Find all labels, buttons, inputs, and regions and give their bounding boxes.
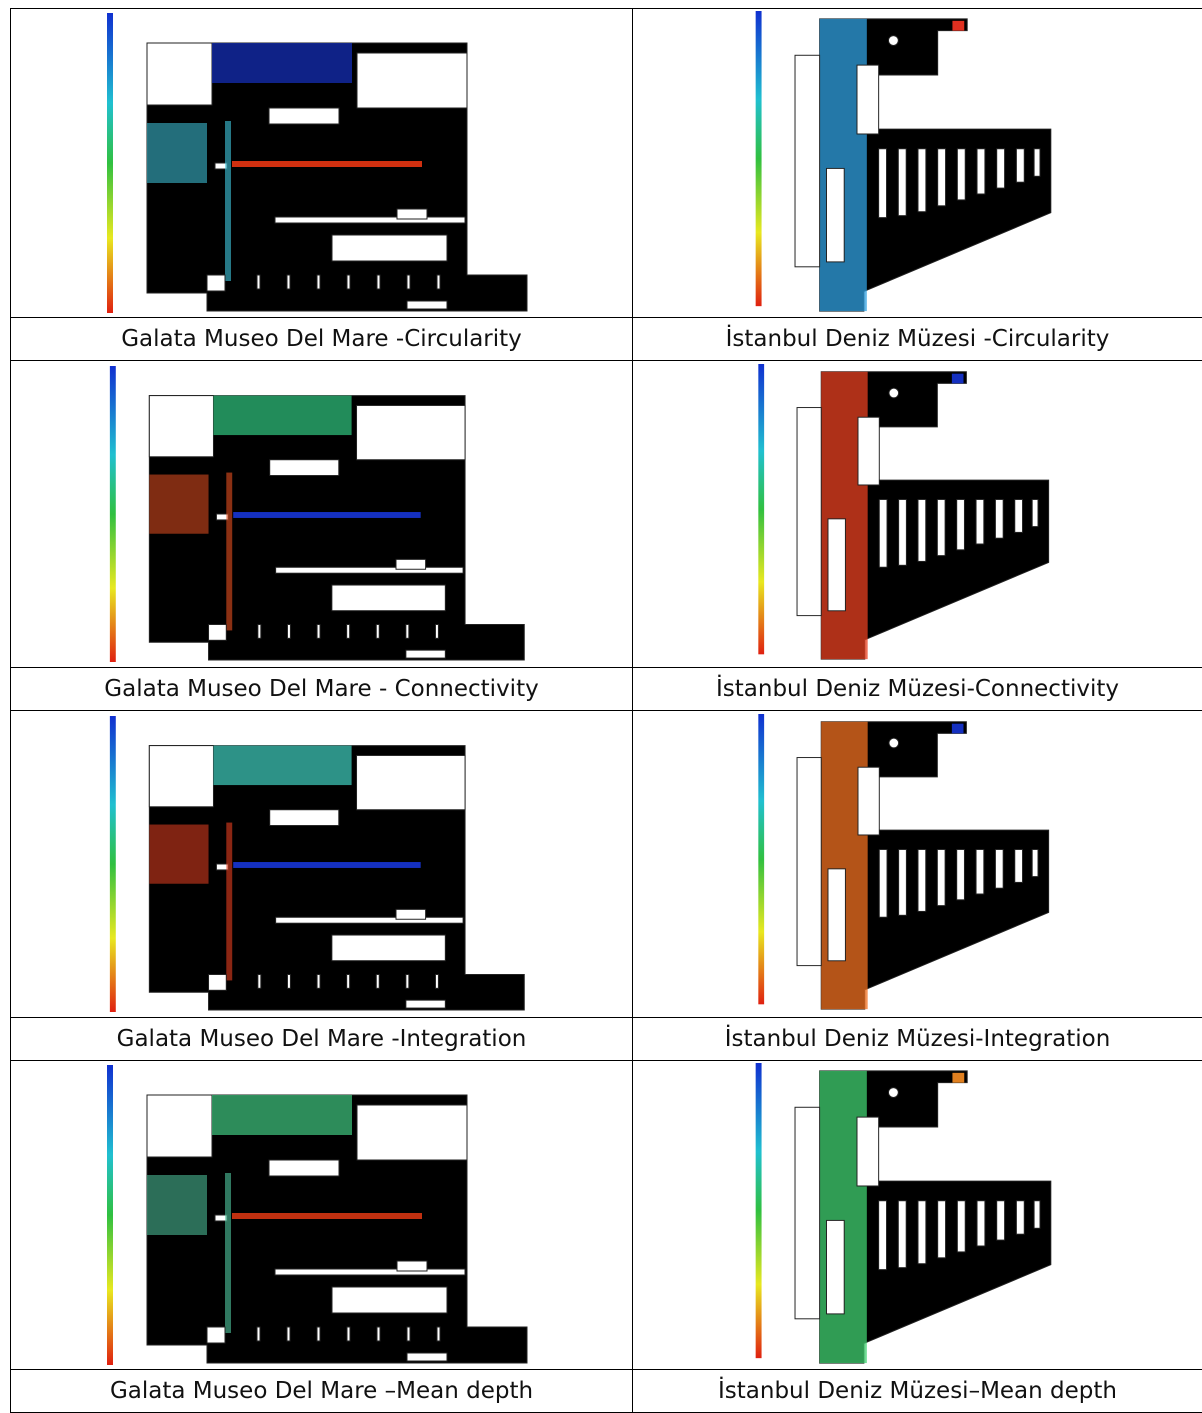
integration-map (753, 714, 1083, 1014)
mean-depth-map (107, 1065, 537, 1365)
integration-map (107, 716, 537, 1012)
connectivity-map (107, 366, 537, 662)
caption: İstanbul Deniz Müzesi-Connectivity (633, 668, 1202, 711)
mean-depth-map (753, 1063, 1083, 1368)
image-cell (11, 361, 633, 668)
caption: Galata Museo Del Mare - Connectivity (11, 668, 633, 711)
image-cell (11, 711, 633, 1018)
caption: İstanbul Deniz Müzesi–Mean depth (633, 1370, 1202, 1413)
connectivity-map (753, 364, 1083, 664)
caption: Galata Museo Del Mare –Mean depth (11, 1370, 633, 1413)
image-cell (633, 711, 1202, 1018)
page: Galata Museo Del Mare -Circularityİstanb… (0, 0, 1202, 1402)
circularity-map (753, 11, 1083, 316)
image-cell (11, 1061, 633, 1370)
image-cell (633, 361, 1202, 668)
caption: Galata Museo Del Mare -Integration (11, 1018, 633, 1061)
caption: İstanbul Deniz Müzesi -Circularity (633, 318, 1202, 361)
caption: Galata Museo Del Mare -Circularity (11, 318, 633, 361)
caption: İstanbul Deniz Müzesi-Integration (633, 1018, 1202, 1061)
image-cell (633, 9, 1202, 318)
circularity-map (107, 13, 537, 313)
image-cell (633, 1061, 1202, 1370)
image-cell (11, 9, 633, 318)
